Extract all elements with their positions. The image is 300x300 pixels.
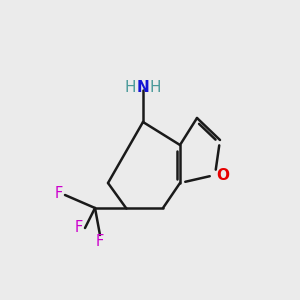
Text: H: H [150,80,161,95]
Text: F: F [75,220,83,236]
Text: F: F [55,186,63,201]
Text: O: O [216,167,229,182]
Text: H: H [125,80,136,95]
Text: F: F [96,233,104,248]
Text: N: N [136,80,149,94]
